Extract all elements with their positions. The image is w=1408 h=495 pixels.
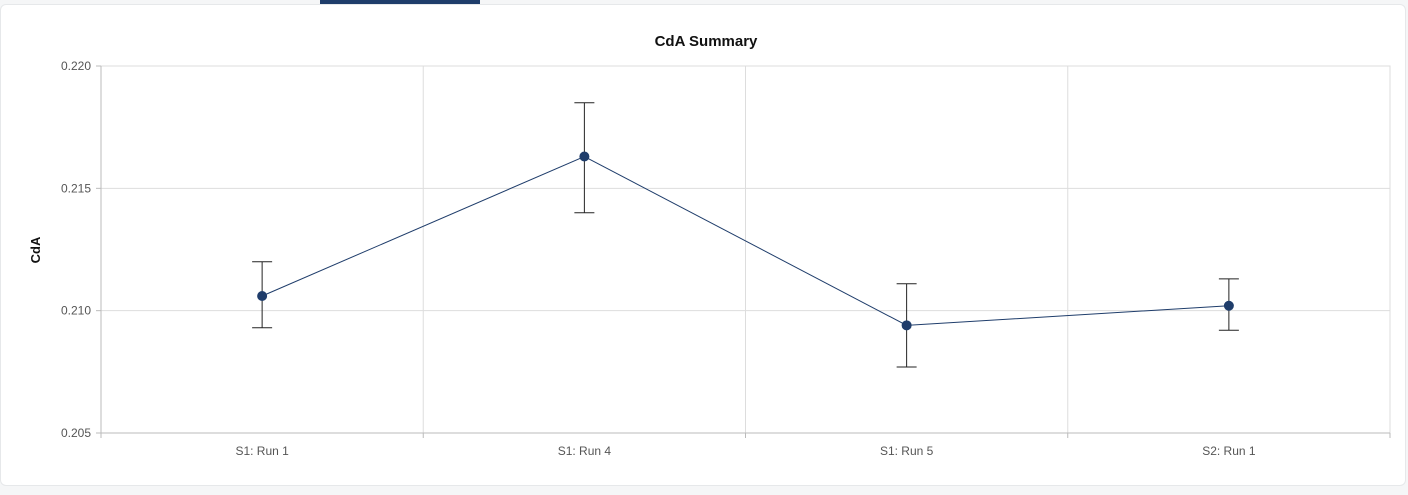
data-point [1223, 300, 1234, 311]
x-tick-label: S1: Run 1 [235, 444, 289, 458]
x-tick-label: S1: Run 4 [558, 444, 612, 458]
active-tab-indicator [320, 0, 480, 4]
chart-title: CdA Summary [655, 33, 758, 50]
y-tick-label: 0.205 [61, 426, 91, 440]
y-tick-label: 0.215 [61, 181, 91, 195]
y-axis-title: CdA [28, 236, 43, 263]
data-point [579, 151, 590, 162]
x-tick-label: S2: Run 1 [1202, 444, 1256, 458]
data-point [257, 290, 268, 301]
data-point [901, 320, 912, 331]
x-tick-label: S1: Run 5 [880, 444, 934, 458]
chart-card [0, 4, 1406, 486]
y-tick-label: 0.220 [61, 59, 91, 73]
series-line [261, 155, 1229, 326]
y-tick-label: 0.210 [61, 304, 91, 318]
